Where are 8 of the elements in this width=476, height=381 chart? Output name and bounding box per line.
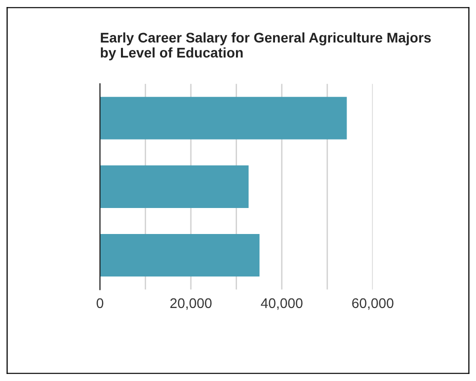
x-tick-label: 60,000 bbox=[352, 298, 394, 310]
x-tick-label: 20,000 bbox=[170, 298, 212, 310]
bar bbox=[100, 96, 347, 140]
bar bbox=[100, 234, 260, 277]
x-tick-label: 40,000 bbox=[260, 298, 302, 310]
bar bbox=[100, 165, 249, 208]
chart-title: Early Career Salary for General Agriculture Majors by Level of Education bbox=[100, 32, 431, 60]
x-tick-label: 0 bbox=[96, 298, 104, 308]
